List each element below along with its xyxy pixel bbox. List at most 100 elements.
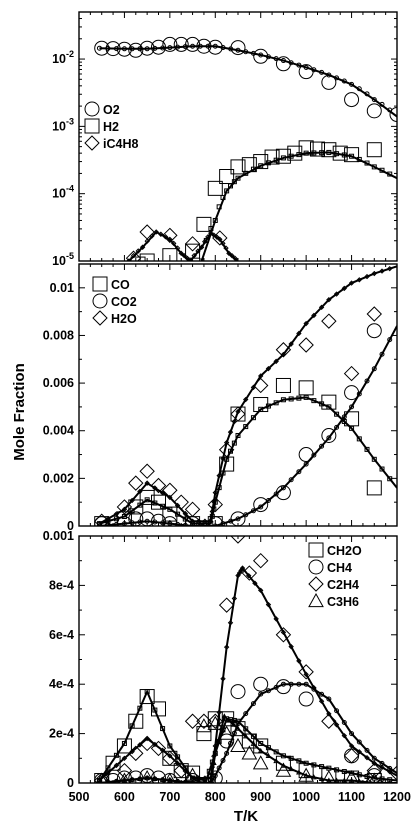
model-marker	[167, 753, 173, 759]
model-line	[99, 396, 397, 525]
model-marker	[167, 494, 173, 501]
model-marker	[220, 195, 226, 201]
legend-label-h2o: H2O	[111, 312, 137, 326]
exp-point	[252, 755, 269, 770]
model-marker	[220, 455, 226, 462]
exp-point	[298, 140, 314, 156]
legend-marker-co2	[92, 293, 108, 309]
exp-point	[207, 39, 223, 55]
model-marker	[349, 731, 355, 737]
y-tick-label: 10-3	[52, 116, 74, 133]
exp-point	[275, 755, 291, 771]
model-line	[98, 265, 397, 525]
model-line	[98, 689, 397, 782]
model-marker	[326, 696, 332, 702]
exp-point	[253, 154, 269, 170]
legend-marker-ch4	[308, 559, 324, 575]
exp-point	[105, 41, 121, 57]
model-marker	[258, 691, 264, 697]
exp-point	[343, 365, 360, 382]
model-marker	[364, 91, 370, 97]
model-marker	[364, 446, 370, 452]
model-marker	[372, 779, 376, 783]
model-marker	[231, 440, 237, 446]
model-marker	[341, 414, 347, 420]
model-marker	[231, 730, 237, 736]
model-marker	[334, 411, 340, 417]
model-marker	[167, 45, 173, 51]
model-marker	[216, 765, 222, 771]
model-marker	[215, 737, 222, 743]
model-marker	[387, 476, 393, 482]
legend-marker-c3h6	[308, 592, 324, 608]
model-marker	[158, 231, 164, 237]
legend-marker-c2h4	[308, 576, 324, 592]
model-marker	[144, 238, 150, 244]
exp-point	[139, 689, 155, 705]
panels: 10-5 10-4 10-3 10-2 O2 H2 iC4H8 0 0.002 0.004 0.00…	[43, 11, 411, 804]
model-marker	[121, 777, 128, 783]
model-marker	[265, 688, 271, 694]
model-marker	[144, 775, 150, 781]
exp-point	[253, 552, 269, 569]
model-marker	[296, 681, 302, 687]
model-marker	[235, 47, 241, 53]
exp-point	[184, 767, 201, 782]
exp-point	[230, 684, 246, 700]
model-marker	[197, 779, 201, 783]
exp-point	[275, 377, 291, 393]
exp-point	[366, 480, 382, 496]
exp-point	[298, 337, 314, 353]
model-marker	[235, 175, 241, 181]
model-marker	[288, 153, 294, 159]
y-tick-label: 0.008	[43, 328, 74, 342]
model-marker	[311, 774, 317, 780]
exp-point	[116, 499, 133, 515]
model-marker	[184, 255, 191, 261]
model-marker	[212, 489, 218, 496]
model-marker	[227, 429, 234, 435]
y-tick-label: 2e-4	[49, 727, 74, 741]
model-marker	[311, 67, 317, 73]
model-line	[98, 566, 397, 782]
legend-label-h2: H2	[103, 120, 119, 134]
exp-point	[275, 342, 292, 358]
exp-point	[230, 511, 246, 526]
y-tick-label: 0.004	[43, 424, 74, 438]
model-marker	[239, 565, 246, 571]
exp-point	[344, 385, 360, 401]
model-marker	[311, 762, 317, 768]
model-marker	[311, 452, 317, 458]
model-marker	[341, 732, 348, 739]
model-marker	[113, 762, 120, 769]
exp-point	[139, 735, 155, 752]
exp-point	[151, 513, 166, 526]
model-marker	[379, 466, 385, 472]
model-marker	[273, 400, 279, 406]
model-marker	[280, 58, 286, 64]
model-marker	[341, 285, 348, 292]
model-marker	[212, 217, 218, 223]
series-co2	[94, 323, 397, 526]
exp-point	[162, 227, 178, 244]
model-marker	[334, 767, 340, 773]
model-marker	[250, 415, 256, 421]
exp-point	[162, 516, 178, 526]
model-marker	[371, 755, 377, 761]
model-marker	[171, 240, 177, 247]
model-marker	[174, 245, 181, 251]
model-marker	[223, 644, 230, 650]
exp-point	[94, 772, 110, 783]
exp-point	[196, 38, 212, 54]
exp-point	[253, 48, 269, 64]
model-marker	[183, 779, 188, 783]
model-marker	[379, 101, 385, 107]
x-axis-label: T/K	[234, 808, 258, 825]
model-marker	[280, 155, 286, 161]
exp-point	[275, 56, 291, 72]
exp-point	[241, 745, 258, 760]
model-marker	[129, 46, 135, 52]
model-marker	[175, 521, 181, 526]
exp-point	[253, 397, 269, 413]
model-marker	[265, 745, 271, 751]
